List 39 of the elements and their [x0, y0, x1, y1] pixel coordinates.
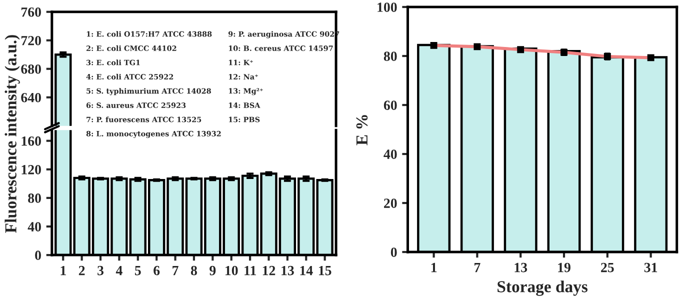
x-tick-label: 4: [116, 266, 122, 276]
y-tick-label: 680: [21, 64, 41, 74]
y-tick-label: 40: [28, 222, 41, 232]
x-tick-label: 1: [431, 262, 437, 272]
x-tick-label: 7: [474, 262, 480, 272]
x-tick-label: 12: [262, 266, 276, 276]
x-tick-label: 11: [244, 266, 256, 276]
y-tick-label: 120: [22, 164, 41, 174]
x-tick-label: 3: [98, 266, 104, 276]
x-tick-label: 1: [60, 266, 66, 276]
x-tick-label: 25: [601, 262, 614, 272]
y-axis-title: Fluorescence intensity (a.u.): [4, 35, 20, 233]
x-tick-label: 6: [154, 266, 160, 276]
y-tick-label: 40: [384, 150, 397, 159]
x-tick-label: 5: [134, 266, 141, 276]
x-tick-label: 8: [190, 266, 197, 276]
y-tick-label: 0: [35, 250, 41, 260]
y-tick-label: 100: [378, 2, 397, 12]
y-tick-label: 20: [384, 198, 397, 208]
y-tick-label: 760: [21, 7, 41, 17]
x-axis-title: Storage days: [498, 280, 588, 296]
y-axis-title: E %: [356, 115, 368, 146]
x-tick-label: 14: [300, 266, 313, 276]
y-tick-label: 160: [22, 136, 41, 146]
x-tick-label: 13: [514, 262, 528, 272]
y-tick-label: 60: [384, 100, 397, 110]
x-tick-label: 31: [644, 262, 658, 272]
x-tick-label: 10: [226, 266, 238, 276]
y-tick-label: 80: [384, 52, 397, 61]
x-tick-label: 2: [78, 266, 85, 276]
y-tick-label: 0: [390, 248, 397, 257]
y-tick-label: 640: [21, 92, 41, 102]
x-tick-label: 9: [210, 266, 216, 276]
x-tick-label: 13: [282, 266, 294, 276]
y-tick-label: 80: [28, 194, 41, 203]
x-tick-label: 15: [318, 266, 332, 276]
x-tick-label: 7: [172, 266, 178, 276]
y-tick-label: 720: [21, 36, 41, 46]
x-tick-label: 19: [558, 262, 570, 272]
